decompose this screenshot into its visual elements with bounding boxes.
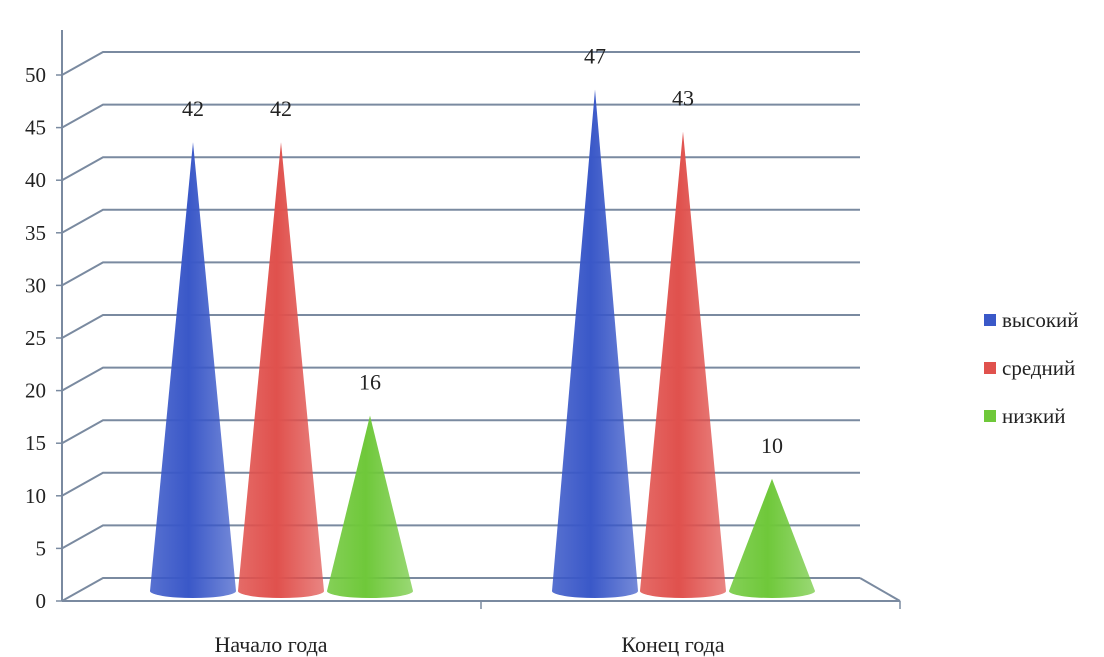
legend-item-high: высокий xyxy=(984,296,1102,344)
data-label-0-1: 47 xyxy=(584,44,606,69)
data-label-1-1: 43 xyxy=(672,86,694,111)
gridline-45 xyxy=(61,103,860,129)
y-tick-label-15: 15 xyxy=(25,431,46,455)
y-tick-label-25: 25 xyxy=(25,326,46,350)
legend-item-medium: средний xyxy=(984,344,1102,392)
legend-item-low: низкий xyxy=(984,392,1102,440)
x-category-label-0: Начало года xyxy=(214,632,327,657)
legend-swatch-medium xyxy=(984,362,996,374)
y-tick-label-10: 10 xyxy=(25,484,46,508)
legend: высокий средний низкий xyxy=(984,296,1102,440)
y-tick-label-5: 5 xyxy=(36,536,47,560)
gridline-35 xyxy=(61,208,860,234)
gridline-50 xyxy=(61,51,860,76)
cone-1-0 xyxy=(238,142,324,598)
y-tick-label-35: 35 xyxy=(25,221,46,245)
legend-swatch-high xyxy=(984,314,996,326)
cone-0-1 xyxy=(552,89,638,598)
y-tick-label-40: 40 xyxy=(25,168,46,192)
cone-bars xyxy=(150,89,815,598)
data-label-2-0: 16 xyxy=(359,370,381,395)
cone-2-1 xyxy=(729,478,815,598)
y-tick-label-0: 0 xyxy=(36,589,47,613)
x-category-label-1: Конец года xyxy=(621,632,724,657)
y-tick-label-30: 30 xyxy=(25,273,46,297)
data-label-1-0: 42 xyxy=(270,96,292,121)
data-labels: 42 42 16 47 43 10 xyxy=(182,44,783,458)
legend-label-high: высокий xyxy=(1002,307,1079,332)
cone-2-0 xyxy=(327,415,413,598)
gridline-40 xyxy=(61,156,860,182)
y-tick-label-50: 50 xyxy=(25,63,46,87)
y-axis-ticks: 0 5 10 15 20 25 30 35 40 45 50 xyxy=(25,63,62,613)
legend-label-low: низкий xyxy=(1002,403,1066,428)
data-label-2-1: 10 xyxy=(761,433,783,458)
cone-1-1 xyxy=(640,131,726,598)
floor-right-edge xyxy=(859,577,901,602)
data-label-0-0: 42 xyxy=(182,96,204,121)
y-tick-label-45: 45 xyxy=(25,116,46,140)
cone-0-0 xyxy=(150,142,236,598)
gridlines xyxy=(61,51,860,602)
x-axis: Начало года Конец года xyxy=(214,601,901,657)
y-tick-label-20: 20 xyxy=(25,379,46,403)
legend-label-medium: средний xyxy=(1002,355,1076,380)
legend-swatch-low xyxy=(984,410,996,422)
